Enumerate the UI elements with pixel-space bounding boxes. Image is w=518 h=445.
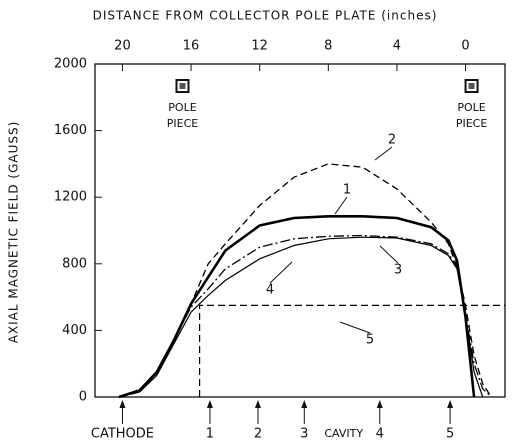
marker-head [301,400,308,408]
label-leader [269,261,293,284]
pole-icon-core [179,83,186,89]
y-tick-label: 800 [62,256,87,271]
series-label: 5 [366,333,374,348]
annotation: POLE PIECE [167,101,199,130]
marker-head [254,400,261,408]
x-tick-label: 12 [251,39,268,54]
data-line [118,234,492,398]
label-leader [374,146,393,161]
y-tick-label: 1600 [54,123,87,138]
x-tick-label: 0 [461,39,469,54]
marker-label: 4 [376,427,384,442]
y-axis-title: AXIAL MAGNETIC FIELD (GAUSS) [7,121,21,344]
pole-icon-core [468,83,475,89]
series-label: 2 [388,133,396,148]
marker-head [119,400,126,408]
data-line [118,236,484,398]
y-tick-label: 2000 [54,57,87,72]
label-leader [339,321,371,334]
label-leader [334,196,348,215]
data-line [199,304,505,397]
marker-label: 2 [254,427,262,442]
x-axis-title: DISTANCE FROM COLLECTOR POLE PLATE (inch… [93,9,438,23]
label-leader [379,245,399,264]
pole-icon [464,79,479,93]
y-tick-label: 400 [62,323,87,338]
marker-label: CATHODE [91,427,154,442]
y-tick-label: 0 [79,390,87,405]
data-line [118,163,492,398]
annotation: POLE PIECE [456,101,488,130]
y-tick-label: 1200 [54,190,87,205]
series-label: 3 [394,263,402,278]
x-tick-label: 4 [393,39,401,54]
x-tick-label: 16 [183,39,200,54]
cavity-label: CAVITY [324,427,363,440]
series-label: 1 [343,183,351,198]
series-label: 4 [266,283,274,298]
marker-head [206,400,213,408]
marker-label: 3 [300,427,308,442]
marker-label: 5 [446,427,454,442]
x-tick-label: 20 [114,39,131,54]
plot-frame [94,63,506,398]
marker-head [447,400,454,408]
marker-label: 1 [206,427,214,442]
x-tick-label: 8 [324,39,332,54]
pole-icon [175,79,190,93]
marker-head [376,400,383,408]
